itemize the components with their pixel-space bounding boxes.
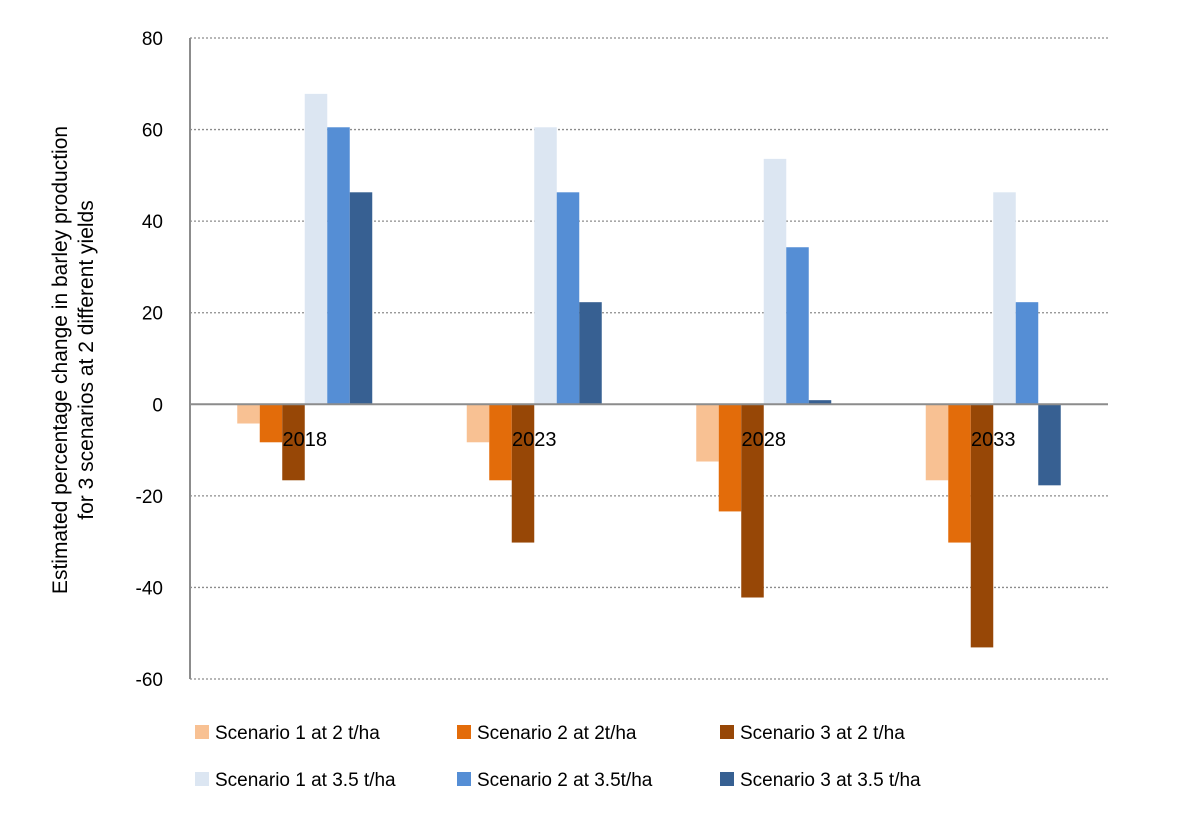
bar-scenario-3-at-3-5-t-ha-2033 (1038, 404, 1061, 486)
y-tick-label: -40 (136, 578, 163, 599)
legend-swatch (457, 772, 471, 786)
bar-scenario-3-at-2-t-ha-2018 (282, 404, 305, 481)
x-tick-label: 2028 (742, 429, 787, 451)
bar-scenario-2-at-3-5t-ha-2028 (786, 247, 809, 405)
bar-scenario-2-at-3-5t-ha-2033 (1015, 302, 1039, 405)
bar-scenario-3-at-3-5-t-ha-2018 (349, 192, 373, 405)
y-axis-title: Estimated percentage change in barley pr… (49, 126, 72, 594)
bar-scenario-1-at-2-t-ha-2033 (925, 404, 949, 481)
bar-scenario-2-at-2t-ha-2018 (259, 404, 283, 443)
y-tick-label: 20 (142, 304, 163, 325)
legend-label: Scenario 1 at 3.5 t/ha (215, 770, 396, 791)
bar-scenario-3-at-3-5-t-ha-2023 (579, 302, 602, 405)
bar-scenario-1-at-2-t-ha-2023 (466, 404, 490, 443)
bar-scenario-1-at-2-t-ha-2018 (237, 404, 260, 424)
bar-scenario-2-at-2t-ha-2028 (718, 404, 742, 512)
legend-label: Scenario 2 at 3.5t/ha (477, 770, 653, 791)
legend-swatch (195, 772, 209, 786)
bar-scenario-1-at-3-5-t-ha-2023 (534, 127, 557, 405)
y-tick-label: 0 (152, 395, 163, 416)
bar-scenario-3-at-3-5-t-ha-2028 (808, 400, 832, 405)
bar-scenario-1-at-3-5-t-ha-2028 (763, 158, 787, 405)
legend-label: Scenario 3 at 2 t/ha (740, 723, 905, 744)
y-axis-title: for 3 scenarios at 2 different yields (75, 200, 98, 519)
legend-swatch (720, 772, 734, 786)
bar-scenario-2-at-3-5t-ha-2023 (556, 192, 580, 405)
x-tick-label: 2023 (512, 429, 557, 451)
y-tick-label: -60 (136, 670, 163, 691)
bar-scenario-2-at-3-5t-ha-2018 (327, 127, 350, 405)
bar-scenario-3-at-2-t-ha-2023 (511, 404, 535, 543)
bar-scenario-1-at-2-t-ha-2028 (696, 404, 719, 462)
x-tick-label: 2018 (283, 429, 328, 451)
bar-scenario-2-at-2t-ha-2023 (489, 404, 512, 481)
x-tick-label: 2033 (971, 429, 1016, 451)
bar-scenario-2-at-2t-ha-2033 (948, 404, 971, 543)
bar-scenario-3-at-2-t-ha-2028 (741, 404, 764, 598)
y-tick-label: 40 (142, 212, 163, 233)
y-tick-label: 60 (142, 121, 163, 142)
y-tick-label: 80 (142, 29, 163, 50)
y-tick-label: -20 (136, 487, 163, 508)
legend-label: Scenario 1 at 2 t/ha (215, 723, 380, 744)
legend-swatch (720, 725, 734, 739)
legend-label: Scenario 2 at 2t/ha (477, 723, 637, 744)
bar-scenario-1-at-3-5-t-ha-2033 (993, 192, 1016, 405)
bar-scenario-1-at-3-5-t-ha-2018 (304, 93, 328, 405)
bar-scenario-3-at-2-t-ha-2033 (970, 404, 994, 648)
legend-swatch (457, 725, 471, 739)
legend-swatch (195, 725, 209, 739)
legend-label: Scenario 3 at 3.5 t/ha (740, 770, 921, 791)
